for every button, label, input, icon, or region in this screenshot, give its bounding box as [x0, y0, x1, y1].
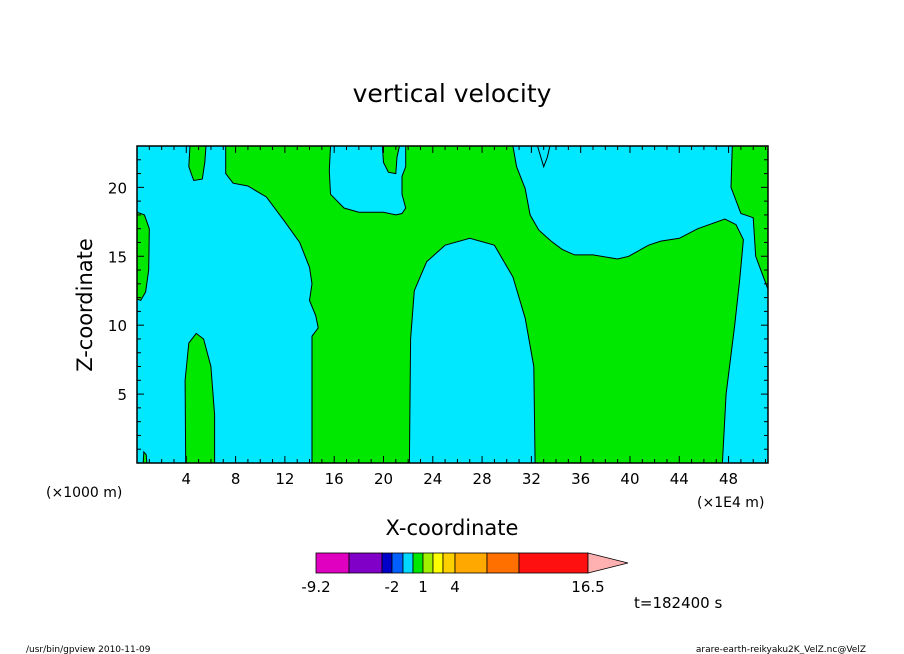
colorbar-swatch	[422, 552, 434, 574]
x-tick-label: 12	[275, 470, 294, 488]
colorbar: -9.2 -2 1 4 16.5	[301, 552, 629, 596]
contour-regions	[136, 145, 769, 464]
x-tick-label: 28	[473, 470, 492, 488]
positive-region	[184, 332, 216, 464]
colorbar-swatch	[518, 552, 589, 574]
colorbar-swatch	[348, 552, 383, 574]
plot-frame	[136, 145, 769, 464]
x-tick-label: 36	[571, 470, 590, 488]
y-tick-label: 10	[108, 317, 127, 335]
colorbar-swatch	[454, 552, 488, 574]
x-tick-label: 48	[719, 470, 738, 488]
x-tick-label: 40	[620, 470, 639, 488]
x-tick-label: 24	[423, 470, 442, 488]
colorbar-swatch	[432, 552, 444, 574]
colorbar-swatch	[315, 552, 350, 574]
chart-title: vertical velocity	[353, 79, 552, 108]
colorbar-swatch	[381, 552, 393, 574]
y-tick-label: 15	[108, 248, 127, 266]
x-tick-label: 8	[231, 470, 241, 488]
footer-right: arare-earth-reikyaku2K_VelZ.nc@VelZ	[696, 645, 866, 654]
y-axis: 5 10 15 20	[108, 159, 768, 450]
colorbar-swatch	[391, 552, 404, 574]
footer-left: /usr/bin/gpview 2010-11-09	[26, 645, 151, 654]
x-unit-left: (×1000 m)	[46, 485, 122, 501]
colorbar-label: 4	[450, 578, 460, 596]
y-axis-label: Z-coordinate	[73, 238, 97, 372]
x-tick-label: 32	[522, 470, 541, 488]
colorbar-swatch	[402, 552, 414, 574]
x-tick-label: 4	[182, 470, 192, 488]
x-axis-label: X-coordinate	[386, 516, 519, 540]
colorbar-swatch	[442, 552, 456, 574]
x-tick-label: 44	[670, 470, 689, 488]
colorbar-label: -2	[385, 578, 400, 596]
time-label: t=182400 s	[634, 594, 722, 612]
colorbar-label: 16.5	[571, 578, 604, 596]
colorbar-arrow	[587, 552, 629, 574]
x-tick-label: 16	[325, 470, 344, 488]
y-tick-label: 5	[117, 386, 127, 404]
x-unit-right: (×1E4 m)	[697, 495, 764, 511]
colorbar-swatch	[486, 552, 520, 574]
x-tick-label: 20	[374, 470, 393, 488]
positive-region	[225, 145, 744, 464]
colorbar-swatch	[412, 552, 424, 574]
colorbar-label: -9.2	[301, 578, 330, 596]
colorbar-label: 1	[418, 578, 428, 596]
y-tick-label: 20	[108, 179, 127, 197]
x-axis: 4 8 12 16 20 24 28 32 36 40 44 48	[148, 146, 767, 488]
